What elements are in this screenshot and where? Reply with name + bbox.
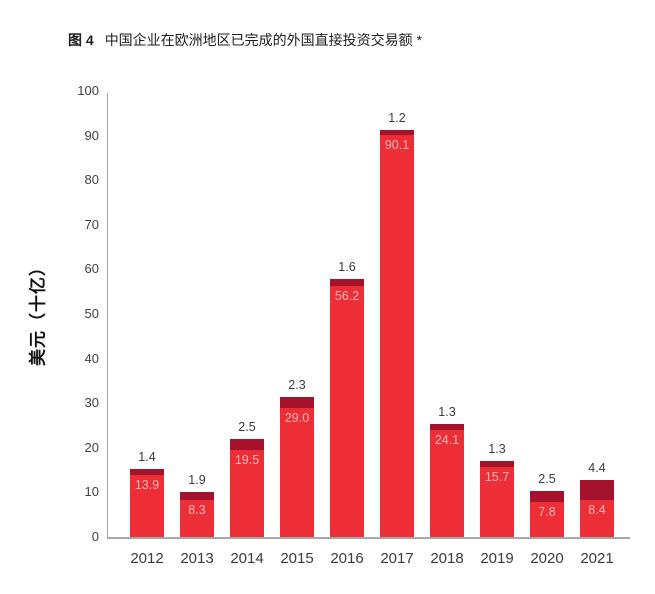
bar-segment-cap (580, 479, 614, 500)
bar-segment-base: 90.1 (380, 135, 414, 537)
x-axis-label-2015: 2015 (280, 550, 314, 567)
x-axis-labels: 2012 2013 2014 2015 2016 2017 2018 2019 2020 2021 (122, 550, 622, 567)
y-axis-tick-label: 20 (84, 439, 99, 455)
y-axis-title: 美元（十亿） (28, 258, 48, 366)
bar-segment-cap (480, 461, 514, 467)
figure-title-text: 中国企业在欧洲地区已完成的外国直接投资交易额 * (104, 32, 423, 48)
base-value-label: 8.3 (188, 502, 206, 517)
y-axis-tick-label: 40 (84, 350, 99, 366)
bar-group-2014: 2.5 19.5 (222, 93, 272, 537)
bar-segment-base: 8.3 (180, 499, 214, 537)
x-axis-label-2012: 2012 (130, 550, 164, 567)
bar-group-2016: 1.6 56.2 (322, 93, 372, 537)
bar-segment-base: 15.7 (480, 466, 514, 537)
x-axis-label-2016: 2016 (330, 550, 364, 567)
bar-group-2020: 2.5 7.8 (522, 93, 572, 537)
bar-segment-base: 7.8 (530, 502, 564, 537)
bars-container: 1.4 13.9 1.9 8.3 2.5 19.5 2.3 29.0 1.6 56.2 1.2 90.… (108, 93, 630, 537)
x-axis-label-2013: 2013 (180, 550, 214, 567)
stacked-bar: 15.7 (480, 461, 514, 537)
bar-group-2019: 1.3 15.7 (472, 93, 522, 537)
bar-segment-base: 8.4 (580, 499, 614, 537)
base-value-label: 15.7 (484, 469, 510, 484)
bar-group-2021: 4.4 8.4 (572, 93, 622, 537)
bar-segment-cap (180, 491, 214, 500)
cap-value-label: 4.4 (588, 460, 606, 475)
bar-segment-cap (130, 468, 164, 476)
base-value-label: 56.2 (334, 289, 360, 304)
y-axis-tick-label: 70 (84, 216, 99, 232)
bar-segment-base: 19.5 (230, 450, 264, 537)
x-axis-label-2021: 2021 (580, 550, 614, 567)
y-axis-tick-label: 0 (91, 529, 99, 544)
stacked-bar: 13.9 (130, 468, 164, 537)
stacked-bar: 7.8 (530, 491, 564, 537)
bar-segment-base: 29.0 (280, 407, 314, 537)
x-axis-label-2014: 2014 (230, 550, 264, 567)
figure-number: 图 4 (68, 32, 94, 48)
base-value-label: 8.4 (588, 502, 606, 517)
bar-segment-cap (530, 491, 564, 503)
bar-segment-cap (380, 129, 414, 136)
cap-value-label: 2.3 (288, 378, 306, 393)
cap-value-label: 1.3 (438, 404, 456, 419)
stacked-bar: 56.2 (330, 279, 364, 537)
bar-segment-cap (330, 279, 364, 287)
x-axis-label-2018: 2018 (430, 550, 464, 567)
base-value-label: 24.1 (434, 432, 460, 447)
stacked-bar: 8.4 (580, 479, 614, 537)
base-value-label: 7.8 (538, 505, 556, 520)
bar-segment-cap (430, 423, 464, 430)
plot-area: 0 10 20 30 40 50 60 70 80 90 100 1.4 13.9 1.9 8.3 2.5 1… (77, 83, 630, 567)
base-value-label: 29.0 (284, 410, 310, 425)
x-axis-label-2020: 2020 (530, 550, 564, 567)
figure-title: 图 4 中国企业在欧洲地区已完成的外国直接投资交易额 * (68, 30, 422, 50)
bar-segment-cap (280, 397, 314, 408)
cap-value-label: 1.3 (488, 442, 506, 457)
cap-value-label: 2.5 (238, 419, 256, 434)
stacked-bar: 24.1 (430, 423, 464, 537)
stacked-bar: 8.3 (180, 491, 214, 537)
bar-segment-base: 24.1 (430, 429, 464, 537)
bar-segment-base: 56.2 (330, 286, 364, 537)
y-axis-tick-label: 100 (77, 83, 99, 98)
y-axis-tick-label: 30 (84, 395, 99, 411)
x-axis-label-2019: 2019 (480, 550, 514, 567)
cap-value-label: 1.4 (138, 449, 156, 464)
cap-value-label: 1.9 (188, 472, 206, 487)
stacked-bar: 29.0 (280, 397, 314, 537)
x-axis-label-2017: 2017 (380, 550, 414, 567)
y-axis-tick-label: 10 (84, 484, 99, 500)
cap-value-label: 1.2 (388, 110, 406, 125)
bar-group-2018: 1.3 24.1 (422, 93, 472, 537)
y-axis-tick-label: 50 (84, 306, 99, 321)
y-axis-tick-label: 80 (84, 172, 99, 188)
bar-group-2012: 1.4 13.9 (122, 93, 172, 537)
y-axis-tick-label: 90 (84, 127, 99, 143)
stacked-bar: 19.5 (230, 438, 264, 537)
bar-group-2017: 1.2 90.1 (372, 93, 422, 537)
stacked-bar: 90.1 (380, 129, 414, 537)
bar-group-2013: 1.9 8.3 (172, 93, 222, 537)
y-axis-tick-labels: 0 10 20 30 40 50 60 70 80 90 100 (55, 83, 99, 544)
base-value-label: 19.5 (234, 453, 260, 468)
base-value-label: 90.1 (384, 138, 410, 153)
base-value-label: 13.9 (134, 478, 160, 493)
cap-value-label: 2.5 (538, 472, 556, 487)
y-axis-tick-label: 60 (84, 261, 99, 277)
bar-segment-cap (230, 438, 264, 451)
bar-group-2015: 2.3 29.0 (272, 93, 322, 537)
bar-segment-base: 13.9 (130, 475, 164, 537)
cap-value-label: 1.6 (338, 260, 356, 275)
